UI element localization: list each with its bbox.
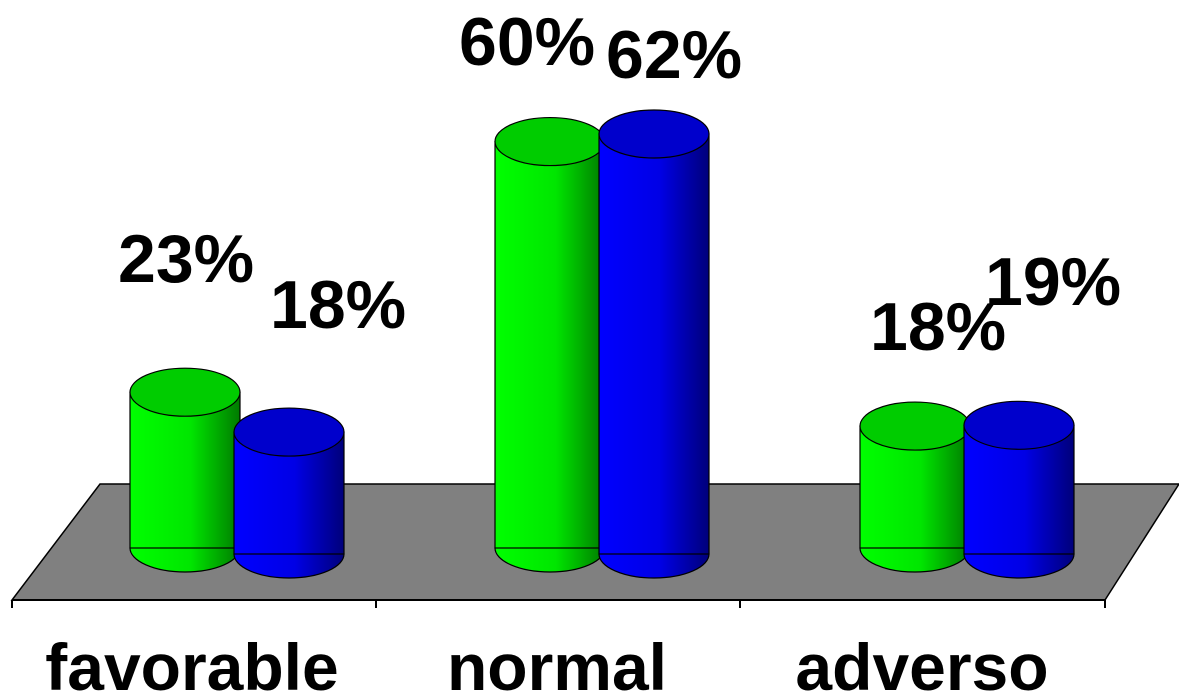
cylinder-top bbox=[859, 401, 971, 451]
data-label-adverso-series-1: 18% bbox=[870, 289, 1006, 365]
data-label-favorable-series-1: 23% bbox=[118, 221, 254, 297]
data-label-adverso-series-2: 19% bbox=[985, 244, 1121, 320]
cylinder-top bbox=[233, 407, 345, 457]
cylinder-top bbox=[598, 109, 710, 159]
bar-adverso-series-1 bbox=[859, 401, 971, 573]
bar-normal-series-2 bbox=[598, 109, 710, 579]
category-label-favorable: favorable bbox=[45, 630, 338, 694]
cylinder-body bbox=[598, 133, 710, 555]
data-label-normal-series-2: 62% bbox=[606, 17, 742, 93]
data-label-normal-series-1: 60% bbox=[459, 4, 595, 80]
bar-normal-series-1 bbox=[494, 116, 606, 573]
cylinder-top bbox=[129, 367, 241, 417]
cylinder-top bbox=[963, 400, 1075, 450]
category-label-normal: normal bbox=[447, 630, 667, 694]
data-label-favorable-series-2: 18% bbox=[270, 267, 406, 343]
bar-favorable-series-2 bbox=[233, 407, 345, 579]
cylinder-body bbox=[129, 391, 241, 549]
bar-favorable-series-1 bbox=[129, 367, 241, 573]
cylinder-top bbox=[494, 116, 606, 167]
bar-adverso-series-2 bbox=[963, 400, 1075, 579]
cylinder-body bbox=[494, 140, 606, 549]
category-label-adverso: adverso bbox=[795, 630, 1048, 694]
